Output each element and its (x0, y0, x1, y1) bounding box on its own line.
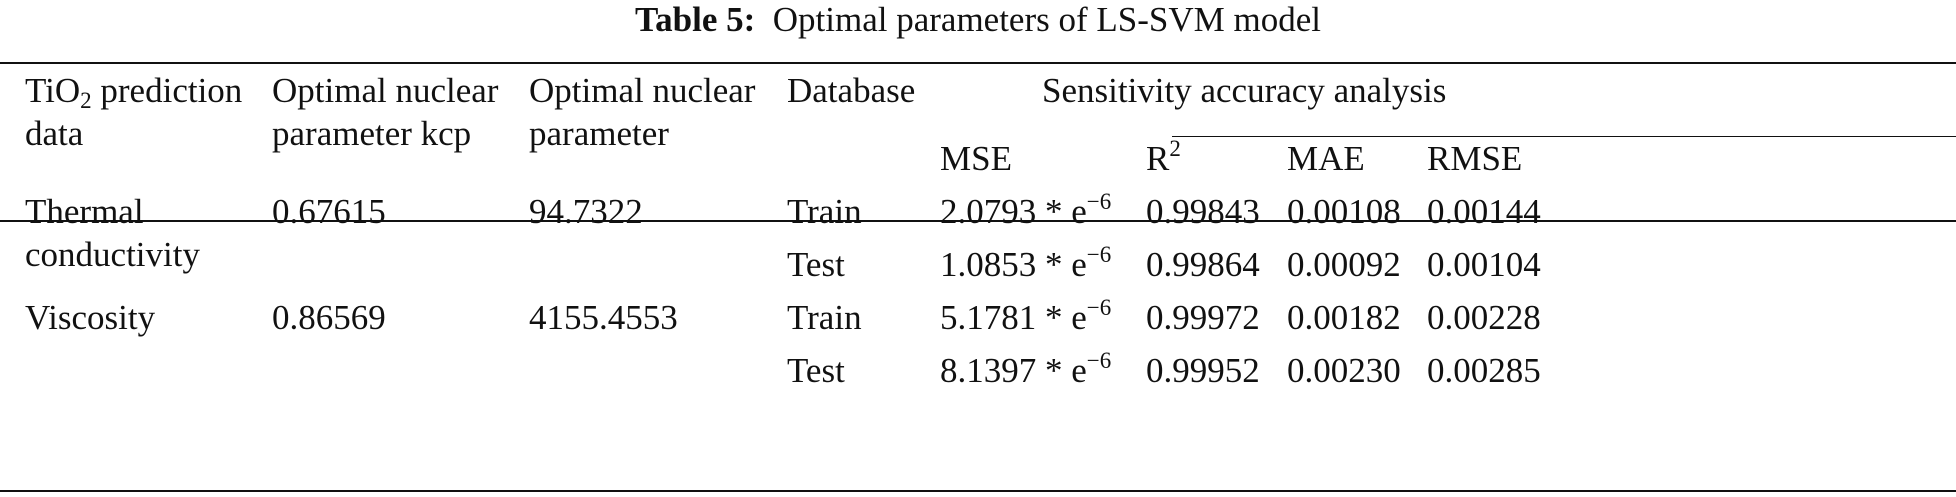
row1-database: Train (787, 192, 862, 231)
header-mse: MSE (940, 139, 1012, 178)
header-kcp-line1: Optimal nuclear (272, 71, 499, 110)
row3-mae: 0.00182 (1287, 298, 1401, 337)
row4-database: Test (787, 351, 845, 390)
header-prediction-data-line2: data (25, 114, 84, 153)
row2-rmse: 0.00104 (1427, 245, 1541, 284)
row2-r2: 0.99864 (1146, 245, 1260, 284)
header-param-line2: parameter (529, 114, 669, 153)
row3-rmse: 0.00228 (1427, 298, 1541, 337)
row2-mae: 0.00092 (1287, 245, 1401, 284)
row1-mae: 0.00108 (1287, 192, 1401, 231)
row3-r2: 0.99972 (1146, 298, 1260, 337)
table-caption: Table 5: Optimal parameters of LS-SVM mo… (0, 0, 1956, 40)
row3-database: Train (787, 298, 862, 337)
header-kcp-line2: parameter kcp (272, 114, 472, 153)
row4-rmse: 0.00285 (1427, 351, 1541, 390)
row1-rmse: 0.00144 (1427, 192, 1541, 231)
bottom-rule (0, 490, 1956, 492)
header-sensitivity-group: Sensitivity accuracy analysis (1042, 71, 1447, 110)
row3-mse: 5.1781 * e−6 (940, 295, 1112, 337)
caption-label: Table 5: (635, 0, 756, 39)
row2-database: Test (787, 245, 845, 284)
row1-param: 94.7322 (529, 192, 643, 231)
row3-param: 4155.4553 (529, 298, 678, 337)
row4-mae: 0.00230 (1287, 351, 1401, 390)
header-rule (0, 220, 1956, 222)
row1-mse: 2.0793 * e−6 (940, 189, 1112, 231)
row4-r2: 0.99952 (1146, 351, 1260, 390)
header-prediction-data-line1: TiO2 prediction (25, 71, 243, 113)
caption-text: Optimal parameters of LS-SVM model (772, 0, 1321, 39)
row1-kcp: 0.67615 (272, 192, 386, 231)
row4-mse: 8.1397 * e−6 (940, 348, 1112, 390)
row1-data-line2: conductivity (25, 235, 200, 274)
header-param-line1: Optimal nuclear (529, 71, 756, 110)
header-r2: R2 (1146, 136, 1181, 178)
row3-kcp: 0.86569 (272, 298, 386, 337)
top-rule (0, 62, 1956, 64)
row2-mse: 1.0853 * e−6 (940, 242, 1112, 284)
row1-r2: 0.99843 (1146, 192, 1260, 231)
header-rmse: RMSE (1427, 139, 1523, 178)
header-mae: MAE (1287, 139, 1365, 178)
group-underline (1172, 136, 1956, 137)
row1-data-line1: Thermal (25, 192, 144, 231)
row3-data: Viscosity (25, 298, 156, 337)
header-database: Database (787, 71, 916, 110)
